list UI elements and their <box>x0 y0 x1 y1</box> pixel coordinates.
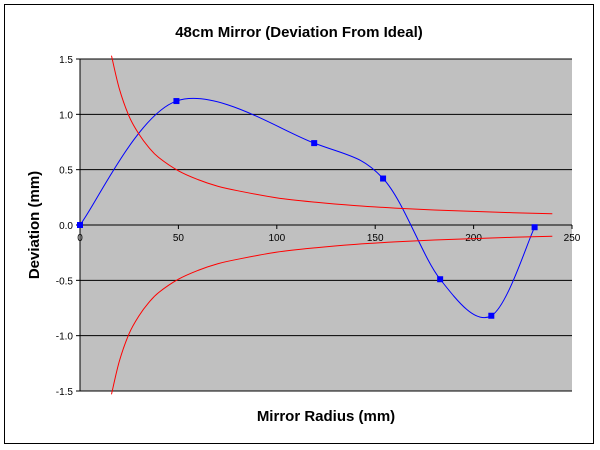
y-tick-label: -1.5 <box>56 387 74 398</box>
grid-lines <box>80 58 572 392</box>
y-tick-label: 0.5 <box>59 166 73 177</box>
series-line-1 <box>111 55 553 215</box>
y-tick-label: -0.5 <box>56 276 74 287</box>
chart-svg: 48cm Mirror (Deviation From Ideal) -1.5 -… <box>26 24 581 425</box>
x-tick-label: 50 <box>173 233 185 244</box>
y-tick-label: 1.5 <box>59 55 73 66</box>
data-point <box>531 224 538 231</box>
data-point <box>311 140 318 147</box>
series-line-2 <box>111 235 553 395</box>
y-axis-label: Deviation (mm) <box>26 171 43 279</box>
chart-frame: 48cm Mirror (Deviation From Ideal) -1.5 -… <box>4 4 594 444</box>
x-tick-label: 100 <box>268 233 285 244</box>
x-axis-label: Mirror Radius (mm) <box>257 408 395 425</box>
data-point <box>380 175 387 182</box>
x-tick-label: 250 <box>564 233 581 244</box>
chart-title: 48cm Mirror (Deviation From Ideal) <box>175 24 423 41</box>
x-tick-label: 150 <box>367 233 384 244</box>
y-tick-label: 1.0 <box>59 110 73 121</box>
series-layer <box>77 55 553 395</box>
x-tick-label: 0 <box>77 233 83 244</box>
tick-labels: -1.5-1.0-0.50.00.51.01.50 50 100 150 200 250 <box>56 55 581 398</box>
data-point <box>173 98 180 105</box>
data-point <box>488 312 495 319</box>
data-point <box>77 222 83 228</box>
y-tick-label: 0.0 <box>59 221 73 232</box>
data-point <box>437 276 444 283</box>
y-tick-label: -1.0 <box>56 332 74 343</box>
